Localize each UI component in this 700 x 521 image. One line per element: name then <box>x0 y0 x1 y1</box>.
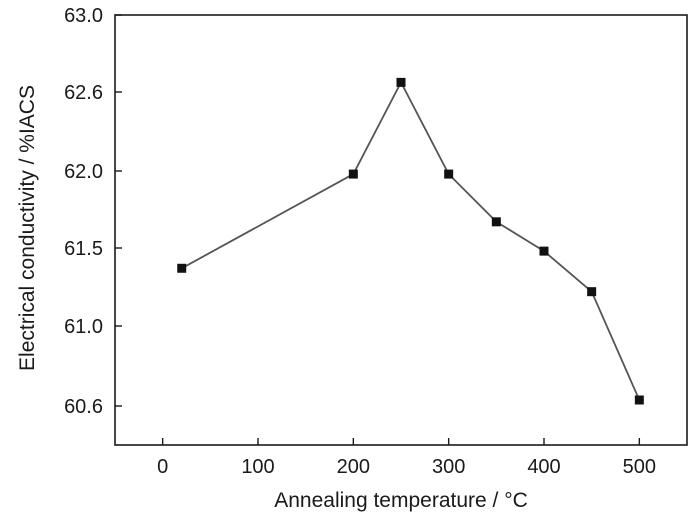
data-point <box>634 395 644 405</box>
x-tick-label: 100 <box>241 456 274 478</box>
data-point <box>444 169 454 179</box>
y-tick-label: 63.0 <box>64 5 103 27</box>
data-point <box>587 287 597 297</box>
data-point <box>177 263 187 273</box>
x-tick-label: 300 <box>432 456 465 478</box>
y-tick-label: 62.0 <box>64 161 103 183</box>
x-tick-label: 0 <box>157 456 168 478</box>
y-tick-label: 60.6 <box>64 396 103 418</box>
plot-area-frame <box>114 14 688 446</box>
x-tick-label: 200 <box>337 456 370 478</box>
x-axis-title: Annealing temperature / °C <box>274 489 528 512</box>
x-tick-label: 500 <box>623 456 656 478</box>
x-tick-label: 400 <box>527 456 560 478</box>
y-tick-label: 61.0 <box>64 316 103 338</box>
data-point <box>396 77 406 87</box>
series-line <box>181 80 641 401</box>
y-axis-title: Electrical conductivity / %IACS <box>16 85 39 371</box>
data-point <box>539 246 549 256</box>
y-tick-label: 61.5 <box>64 238 103 260</box>
data-point <box>348 169 358 179</box>
y-tick-label: 62.6 <box>64 82 103 104</box>
data-point <box>491 217 501 227</box>
